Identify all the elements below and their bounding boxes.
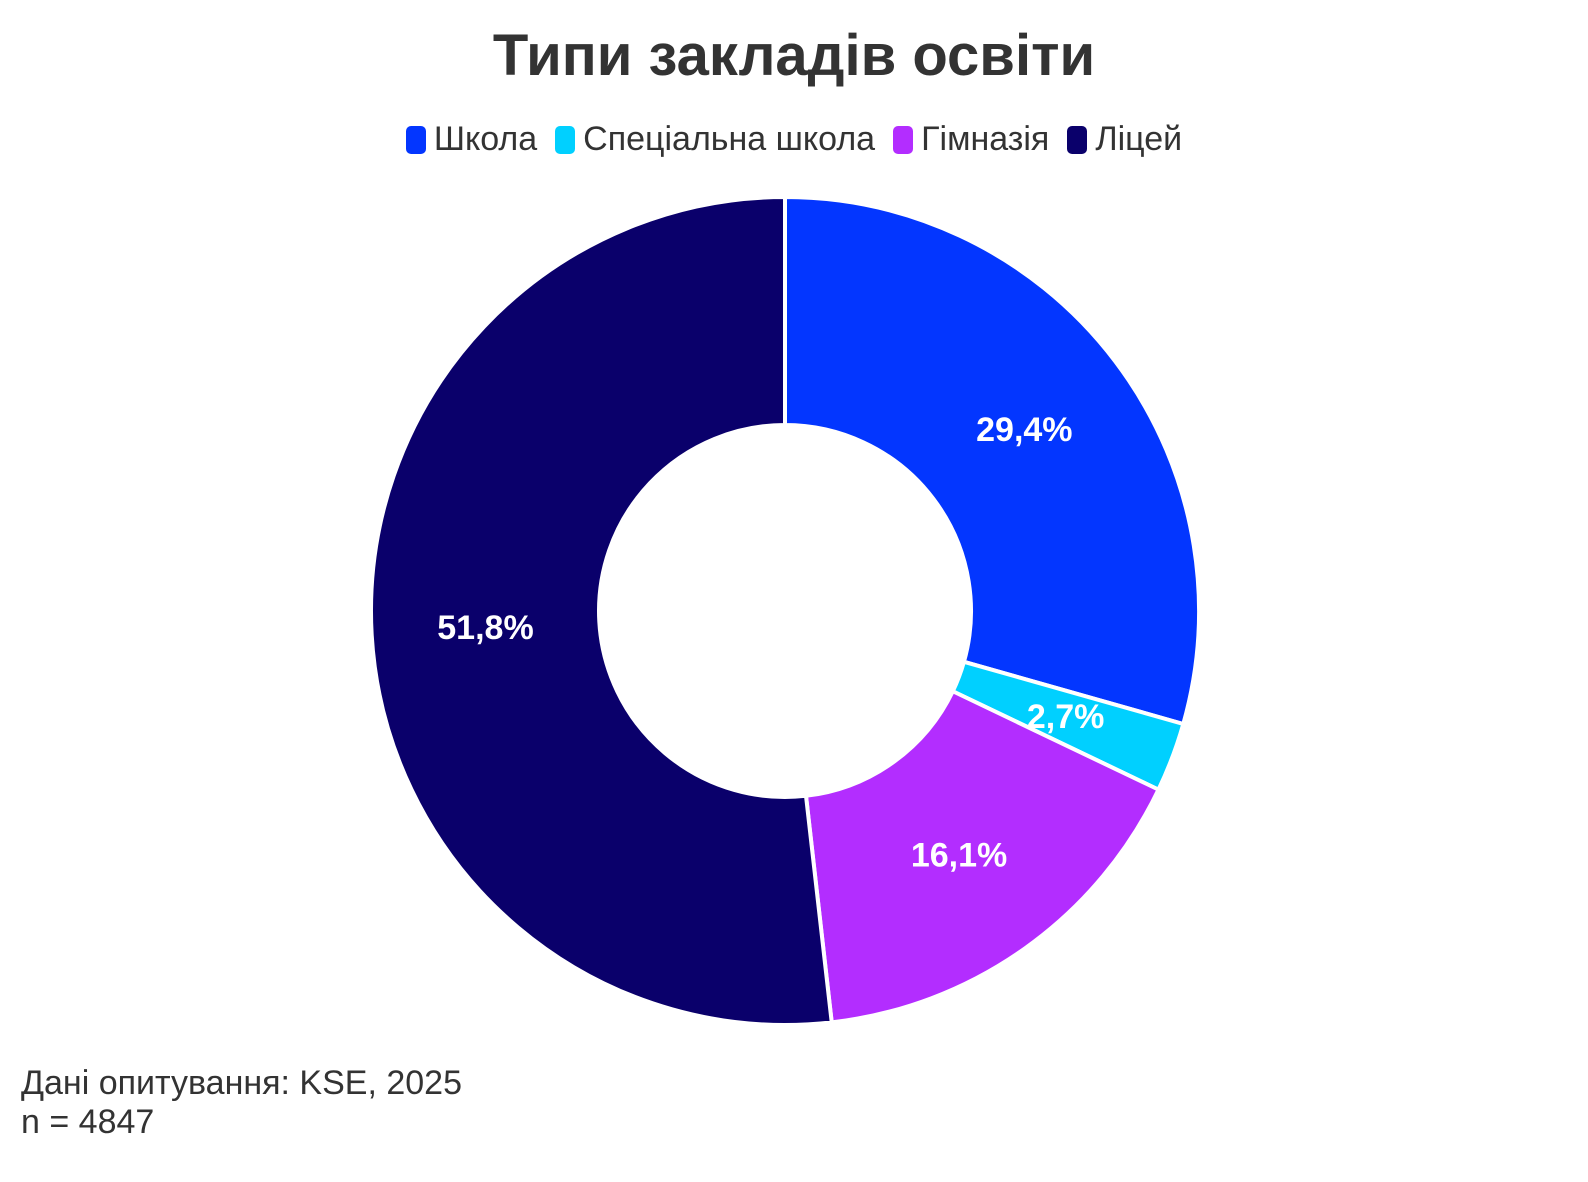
legend-label: Гімназія — [921, 120, 1050, 158]
legend-label: Школа — [433, 120, 538, 158]
legend-label: Спеціальна школа — [583, 120, 876, 158]
legend-item[interactable]: Школа — [405, 120, 538, 159]
slice-label: 2,7% — [1027, 698, 1105, 736]
legend-swatch — [555, 125, 576, 154]
donut-slice[interactable] — [803, 689, 1161, 1025]
legend-item[interactable]: Ліцей — [1067, 120, 1182, 159]
sample-size: n = 4847 — [21, 1103, 155, 1141]
legend-item[interactable]: Гімназія — [893, 120, 1049, 159]
slice-label: 51,8% — [437, 609, 533, 647]
chart-footer: Дані опитування: KSE, 2025 n = 4847 — [21, 1064, 462, 1142]
slice-label: 29,4% — [976, 411, 1072, 449]
legend-swatch — [893, 125, 914, 154]
donut-slice[interactable] — [369, 195, 834, 1027]
legend-label: Ліцей — [1095, 120, 1183, 158]
source-note: Дані опитування: KSE, 2025 — [21, 1064, 462, 1102]
legend-item[interactable]: Спеціальна школа — [555, 120, 875, 159]
legend: Школа Спеціальна школа Гімназія Ліцей — [0, 120, 1588, 159]
slice-label: 16,1% — [911, 836, 1007, 874]
chart-title: Типи закладів освіти — [492, 23, 1096, 88]
donut-slice[interactable] — [783, 195, 1201, 727]
legend-swatch — [405, 125, 426, 154]
legend-swatch — [1067, 125, 1088, 154]
